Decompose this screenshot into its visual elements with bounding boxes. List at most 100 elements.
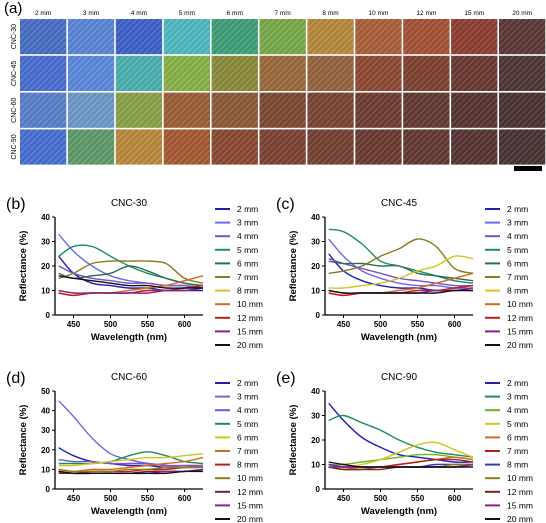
chart-title: CNC-45	[381, 198, 418, 209]
column-label: 3 mm	[83, 10, 99, 17]
y-axis-label: Reflectance (%)	[18, 405, 29, 476]
legend-label: 6 mm	[237, 258, 258, 268]
reflectance-chart: (c) CNC-45 0 10 20 30 40 450 500 550 600 Wavelength…	[276, 196, 533, 350]
microscopy-tile	[20, 92, 67, 128]
chart-title: CNC-60	[111, 372, 148, 383]
y-tick-label: 0	[46, 485, 51, 494]
legend-label: 3 mm	[237, 392, 258, 402]
legend-label: 2 mm	[237, 204, 258, 214]
series-line	[328, 238, 474, 274]
panel-label: (c)	[276, 196, 295, 213]
legend-label: 10 mm	[507, 473, 533, 483]
legend-label: 4 mm	[237, 231, 258, 241]
microscopy-tile	[259, 55, 306, 91]
y-tick-label: 40	[41, 213, 50, 222]
panel-label: (b)	[6, 196, 26, 213]
microscopy-grid: (a) 2 mm 3 mm 4 mm 5 mm 6 mm 7 mm 8 mm 10 mm 12 m…	[4, 0, 546, 171]
series-line	[328, 260, 474, 282]
legend-label: 15 mm	[237, 326, 263, 336]
series-line	[58, 453, 204, 467]
y-tick-label: 10	[311, 461, 320, 470]
microscopy-tile	[307, 55, 354, 91]
legend-label: 5 mm	[507, 245, 528, 255]
microscopy-tile	[355, 19, 402, 55]
y-axis-label: Reflectance (%)	[18, 231, 29, 302]
legend-label: 4 mm	[237, 405, 258, 415]
legend-label: 10 mm	[237, 473, 263, 483]
series-line	[58, 260, 204, 284]
series-line	[58, 458, 203, 467]
x-tick-label: 500	[104, 494, 118, 503]
microscopy-tile	[20, 19, 67, 55]
y-tick-label: 0	[46, 311, 51, 320]
series-line	[328, 414, 474, 458]
legend-label: 20 mm	[237, 514, 263, 523]
microscopy-tile	[211, 92, 258, 128]
series-line	[328, 255, 474, 289]
legend-label: 8 mm	[507, 286, 528, 296]
legend-label: 7 mm	[507, 446, 528, 456]
microscopy-tile	[451, 19, 498, 55]
series-line	[58, 284, 204, 294]
y-tick-label: 0	[316, 311, 321, 320]
column-label: 12 mm	[416, 10, 436, 17]
series-line	[328, 289, 474, 294]
microscopy-tile	[499, 19, 546, 55]
series-line	[328, 402, 474, 463]
column-label: 10 mm	[369, 10, 389, 17]
panel-label: (d)	[6, 370, 26, 387]
microscopy-tile	[403, 129, 450, 165]
legend-label: 12 mm	[237, 487, 263, 497]
y-tick-label: 30	[311, 238, 320, 247]
series-line	[328, 461, 473, 468]
x-tick-label: 450	[67, 320, 81, 329]
y-tick-label: 40	[311, 213, 320, 222]
legend-label: 5 mm	[237, 245, 258, 255]
reflectance-chart: (b) CNC-30 0 10 20 30 40 450 500 550 600 Wavelength…	[6, 196, 263, 350]
x-tick-label: 600	[448, 320, 462, 329]
x-axis-label: Wavelength (nm)	[91, 332, 167, 343]
microscopy-tile	[115, 55, 163, 91]
y-axis-label: Reflectance (%)	[288, 405, 299, 476]
x-axis-label: Wavelength (nm)	[91, 506, 167, 517]
microscopy-tile	[307, 129, 354, 165]
legend-label: 10 mm	[237, 299, 263, 309]
x-tick-label: 450	[67, 494, 81, 503]
microscopy-tile	[67, 92, 115, 128]
legend-label: 3 mm	[507, 218, 528, 228]
microscopy-panel: (a) 2 mm 3 mm 4 mm 5 mm 6 mm 7 mm 8 mm 10 mm 12 m…	[0, 0, 546, 175]
microscopy-tile	[211, 129, 258, 165]
microscopy-tile	[355, 55, 402, 91]
series-line	[328, 238, 474, 289]
column-label: 15 mm	[464, 10, 484, 17]
legend-label: 7 mm	[507, 272, 528, 282]
series-line	[328, 453, 474, 466]
microscopy-tile	[259, 129, 306, 165]
y-tick-label: 20	[41, 446, 50, 455]
x-tick-label: 500	[374, 320, 388, 329]
legend-label: 5 mm	[237, 419, 258, 429]
series-line	[328, 272, 474, 297]
y-tick-label: 20	[311, 262, 320, 271]
microscopy-tile	[259, 19, 306, 55]
column-label: 7 mm	[275, 10, 291, 17]
x-tick-label: 600	[178, 320, 192, 329]
scale-bar	[514, 166, 542, 171]
panel-label: (e)	[276, 370, 296, 387]
legend-label: 8 mm	[507, 460, 528, 470]
microscopy-tile	[307, 92, 354, 128]
row-label: CNC-60	[11, 97, 18, 122]
chart-title: CNC-30	[111, 198, 148, 209]
legend-label: 2 mm	[237, 378, 258, 388]
legend-label: 20 mm	[507, 340, 533, 350]
legend-label: 15 mm	[507, 500, 533, 510]
row-label: CNC-30	[11, 24, 18, 49]
microscopy-tile	[211, 19, 258, 55]
reflectance-charts: (b) CNC-30 0 10 20 30 40 450 500 550 600 Wavelength…	[0, 175, 546, 523]
x-tick-label: 500	[104, 320, 118, 329]
reflectance-chart: (d) CNC-60 0 10 20 30 40 50 450 500 550 600 Waveleng…	[6, 370, 263, 523]
legend-label: 10 mm	[507, 299, 533, 309]
microscopy-tile	[403, 19, 450, 55]
microscopy-tile	[67, 129, 115, 165]
microscopy-tile	[451, 55, 498, 91]
